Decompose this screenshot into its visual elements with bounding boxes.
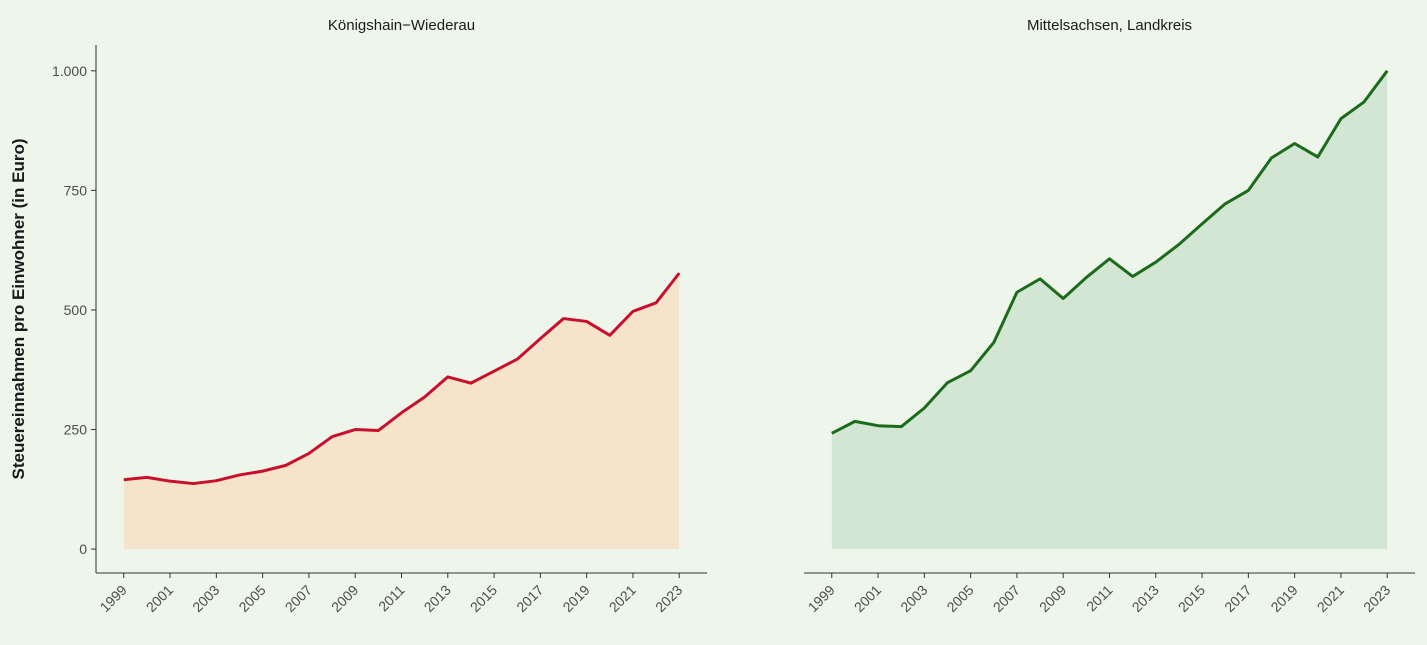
y-tick-label: 250 <box>64 422 88 438</box>
y-tick-label: 500 <box>64 302 88 318</box>
panel-title: Königshain−Wiederau <box>328 17 475 34</box>
x-tick-label: 2011 <box>1083 582 1116 615</box>
area <box>831 70 1388 550</box>
x-tick-label: 2017 <box>1221 582 1254 615</box>
y-tick-label: 0 <box>79 541 87 557</box>
x-tick-label: 2015 <box>1175 582 1208 615</box>
line <box>123 272 681 486</box>
x-tick-label: 2003 <box>189 582 222 615</box>
x-tick-label: 2011 <box>375 582 408 615</box>
x-tick-label: 2023 <box>652 582 685 615</box>
x-tick-label: 2021 <box>606 582 639 615</box>
area <box>123 273 680 550</box>
x-tick-label: 2023 <box>1360 582 1393 615</box>
x-tick-label: 1999 <box>97 582 130 615</box>
y-tick-label: 750 <box>64 182 88 198</box>
x-tick-label: 2001 <box>851 582 884 615</box>
y-axis-label: Steuereinnahmen pro Einwohner (in Euro) <box>9 139 28 480</box>
x-tick-label: 2017 <box>513 582 546 615</box>
x-tick-label: 2013 <box>421 582 454 615</box>
x-tick-label: 2001 <box>143 582 176 615</box>
panel-title: Mittelsachsen, Landkreis <box>1027 17 1192 34</box>
x-tick-label: 2009 <box>328 582 361 615</box>
x-tick-label: 2019 <box>1267 582 1300 615</box>
y-tick-label: 1.000 <box>52 63 87 79</box>
x-tick-label: 2013 <box>1129 582 1162 615</box>
x-tick-label: 2007 <box>990 582 1023 615</box>
x-tick-label: 2019 <box>559 582 592 615</box>
x-tick-label: 1999 <box>805 582 838 615</box>
x-tick-label: 2007 <box>282 582 315 615</box>
line <box>831 69 1389 435</box>
x-tick-label: 2015 <box>467 582 500 615</box>
x-tick-label: 2009 <box>1036 582 1069 615</box>
x-tick-label: 2003 <box>897 582 930 615</box>
x-tick-label: 2021 <box>1314 582 1347 615</box>
x-tick-label: 2005 <box>235 582 268 615</box>
x-tick-label: 2005 <box>943 582 976 615</box>
